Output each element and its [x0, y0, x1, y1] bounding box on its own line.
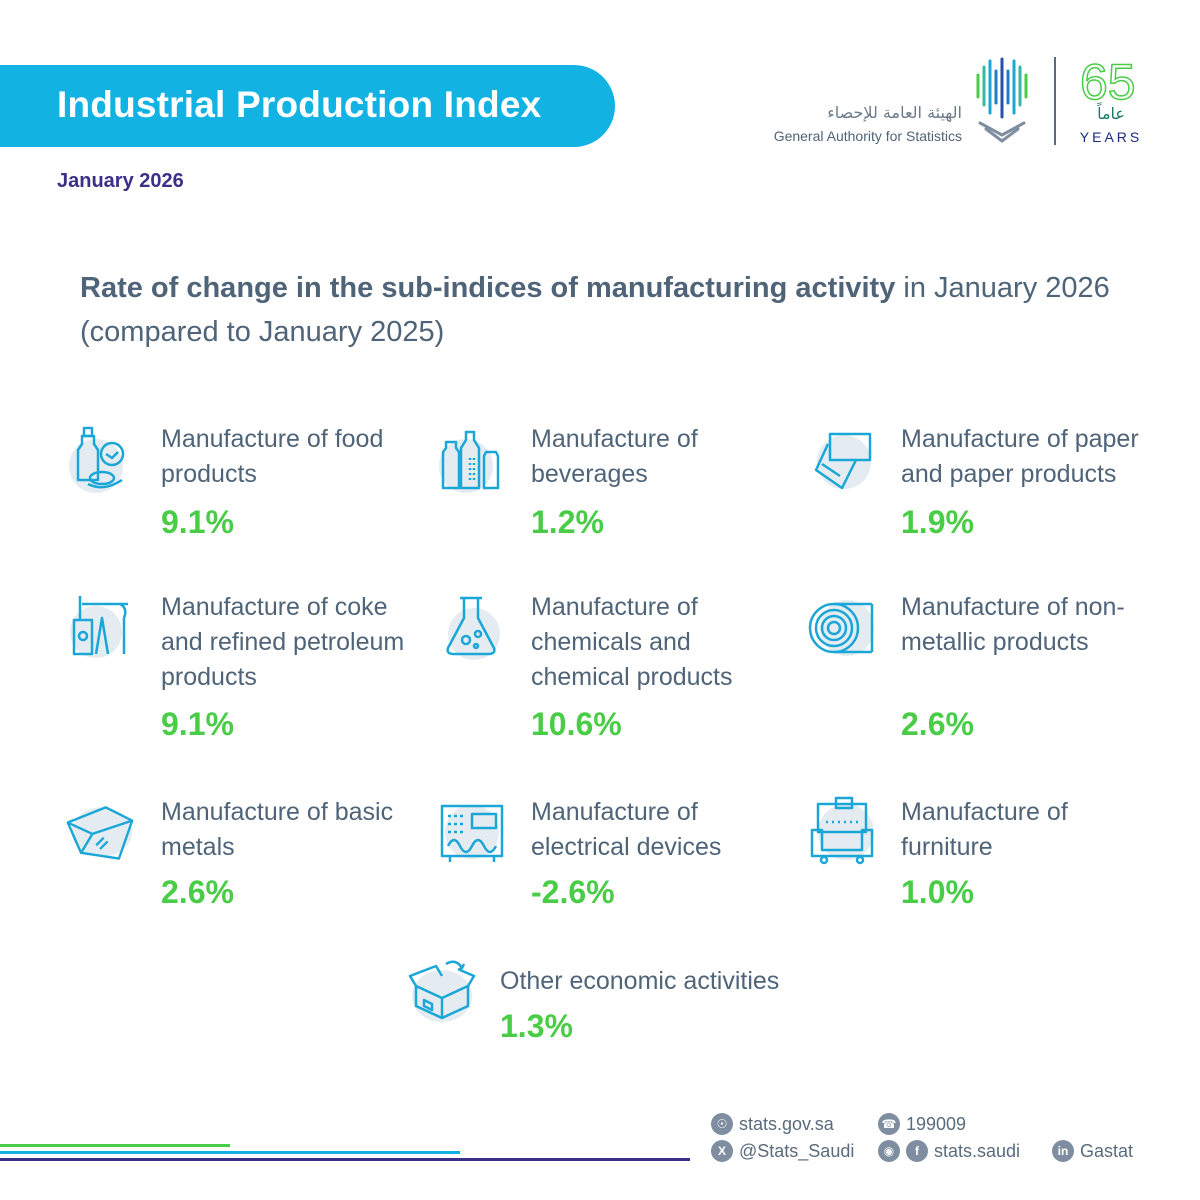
item-value: 1.9% — [901, 504, 974, 540]
linkedin-icon: in — [1052, 1140, 1074, 1162]
twitter-link[interactable]: X @Stats_Saudi — [711, 1140, 854, 1162]
globe-icon: ☉ — [711, 1113, 733, 1135]
chart-subtitle: Rate of change in the sub-indices of man… — [80, 266, 1140, 354]
food-products-icon — [69, 426, 125, 493]
x-twitter-icon: X — [711, 1140, 733, 1162]
phone-text: 199009 — [906, 1113, 967, 1134]
non-metallic-roll-icon — [808, 600, 874, 656]
basic-metals-icon — [66, 806, 134, 860]
item-label: Other economic activities — [500, 967, 780, 995]
beverages-icon — [439, 430, 500, 493]
report-date: January 2026 — [57, 170, 184, 192]
phone-link[interactable]: ☎ 199009 — [878, 1113, 966, 1135]
item-label: Manufacture of beverages — [531, 425, 698, 488]
facebook-icon: f — [906, 1140, 928, 1162]
electrical-devices-icon — [440, 804, 504, 862]
item-value: 1.2% — [531, 504, 604, 540]
item-value: 1.0% — [901, 874, 974, 910]
item-value: 2.6% — [901, 706, 974, 742]
title-banner: Industrial Production Index — [0, 65, 615, 147]
footer-line-green — [0, 1144, 230, 1147]
instagram-facebook-link[interactable]: ◉ f stats.saudi — [878, 1140, 1020, 1162]
paper-products-icon — [814, 432, 872, 490]
subtitle-line2: (compared to January 2025) — [80, 316, 445, 348]
item-label: Manufacture of coke and refined petroleu… — [161, 593, 405, 691]
item-label: Manufacture of food products — [161, 425, 384, 488]
years-english: YEARS — [1079, 129, 1143, 145]
years-number: 65 — [1080, 55, 1136, 110]
linkedin-link[interactable]: in Gastat — [1052, 1140, 1133, 1162]
subtitle-bold: Rate of change in the sub-indices of man… — [80, 272, 896, 304]
65-years-mark-icon: 65 — [1079, 55, 1136, 111]
item-label: Manufacture of furniture — [901, 798, 1068, 861]
item-value: 10.6% — [531, 706, 622, 742]
chemicals-flask-icon — [446, 596, 500, 660]
logo-arabic-name: الهيئة العامة للإحصاء — [827, 103, 962, 122]
phone-icon: ☎ — [878, 1113, 900, 1135]
item-value: -2.6% — [531, 874, 615, 910]
instagram-icon: ◉ — [878, 1140, 900, 1162]
furniture-icon — [810, 796, 874, 865]
item-value: 1.3% — [500, 1008, 573, 1044]
open-box-icon — [408, 960, 476, 1022]
item-value: 2.6% — [161, 874, 234, 910]
instagram-facebook-text: stats.saudi — [934, 1140, 1021, 1161]
website-text: stats.gov.sa — [739, 1113, 834, 1134]
item-label: Manufacture of electrical devices — [531, 798, 722, 861]
logo-english-name: General Authority for Statistics — [773, 128, 962, 144]
petroleum-icon — [70, 596, 128, 658]
linkedin-text: Gastat — [1080, 1140, 1134, 1161]
item-value: 9.1% — [161, 706, 234, 742]
years-arabic: عاماً — [1097, 104, 1125, 123]
footer-line-blue — [0, 1151, 460, 1154]
twitter-text: @Stats_Saudi — [739, 1140, 855, 1161]
item-label: Manufacture of non-metallic products — [901, 593, 1125, 656]
logo-separator — [1054, 57, 1056, 145]
subtitle-rest: in January 2026 — [895, 272, 1110, 304]
item-label: Manufacture of basic metals — [161, 798, 394, 861]
website-link[interactable]: ☉ stats.gov.sa — [711, 1113, 834, 1135]
item-label: Manufacture of paper and paper products — [901, 425, 1139, 488]
item-value: 9.1% — [161, 504, 234, 540]
page-title: Industrial Production Index — [57, 84, 542, 125]
item-label: Manufacture of chemicals and chemical pr… — [531, 593, 733, 691]
gastat-logo-icon — [976, 57, 1028, 143]
footer-line-purple — [0, 1158, 690, 1161]
